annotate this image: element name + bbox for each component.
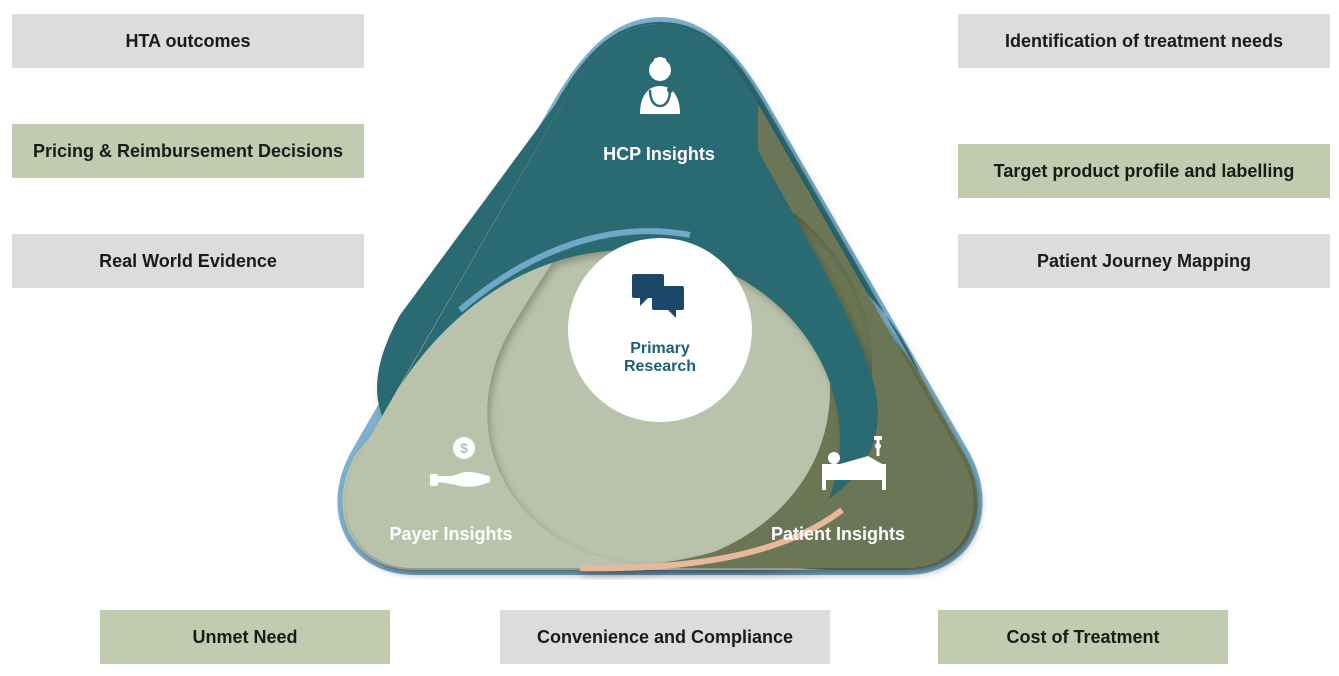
doctor-icon [634,56,686,119]
box-unmet-need: Unmet Need [100,610,390,664]
chat-icon [630,272,688,327]
payer-hand-coin-icon: $ [430,436,494,497]
box-convenience-compliance: Convenience and Compliance [500,610,830,664]
box-cost-treatment: Cost of Treatment [938,610,1228,664]
box-identification-needs: Identification of treatment needs [958,14,1330,68]
segment-label-payer: Payer Insights [376,524,526,545]
box-pricing-reimbursement: Pricing & Reimbursement Decisions [12,124,364,178]
patient-bed-icon [820,436,892,497]
box-target-product-profile: Target product profile and labelling [958,144,1330,198]
segment-label-hcp: HCP Insights [594,144,724,165]
box-hta-outcomes: HTA outcomes [12,14,364,68]
svg-text:$: $ [460,440,468,456]
box-patient-journey: Patient Journey Mapping [958,234,1330,288]
segment-label-patient: Patient Insights [758,524,918,545]
center-label: Primary Research [598,340,722,376]
box-real-world-evidence: Real World Evidence [12,234,364,288]
center-circle [568,238,752,422]
